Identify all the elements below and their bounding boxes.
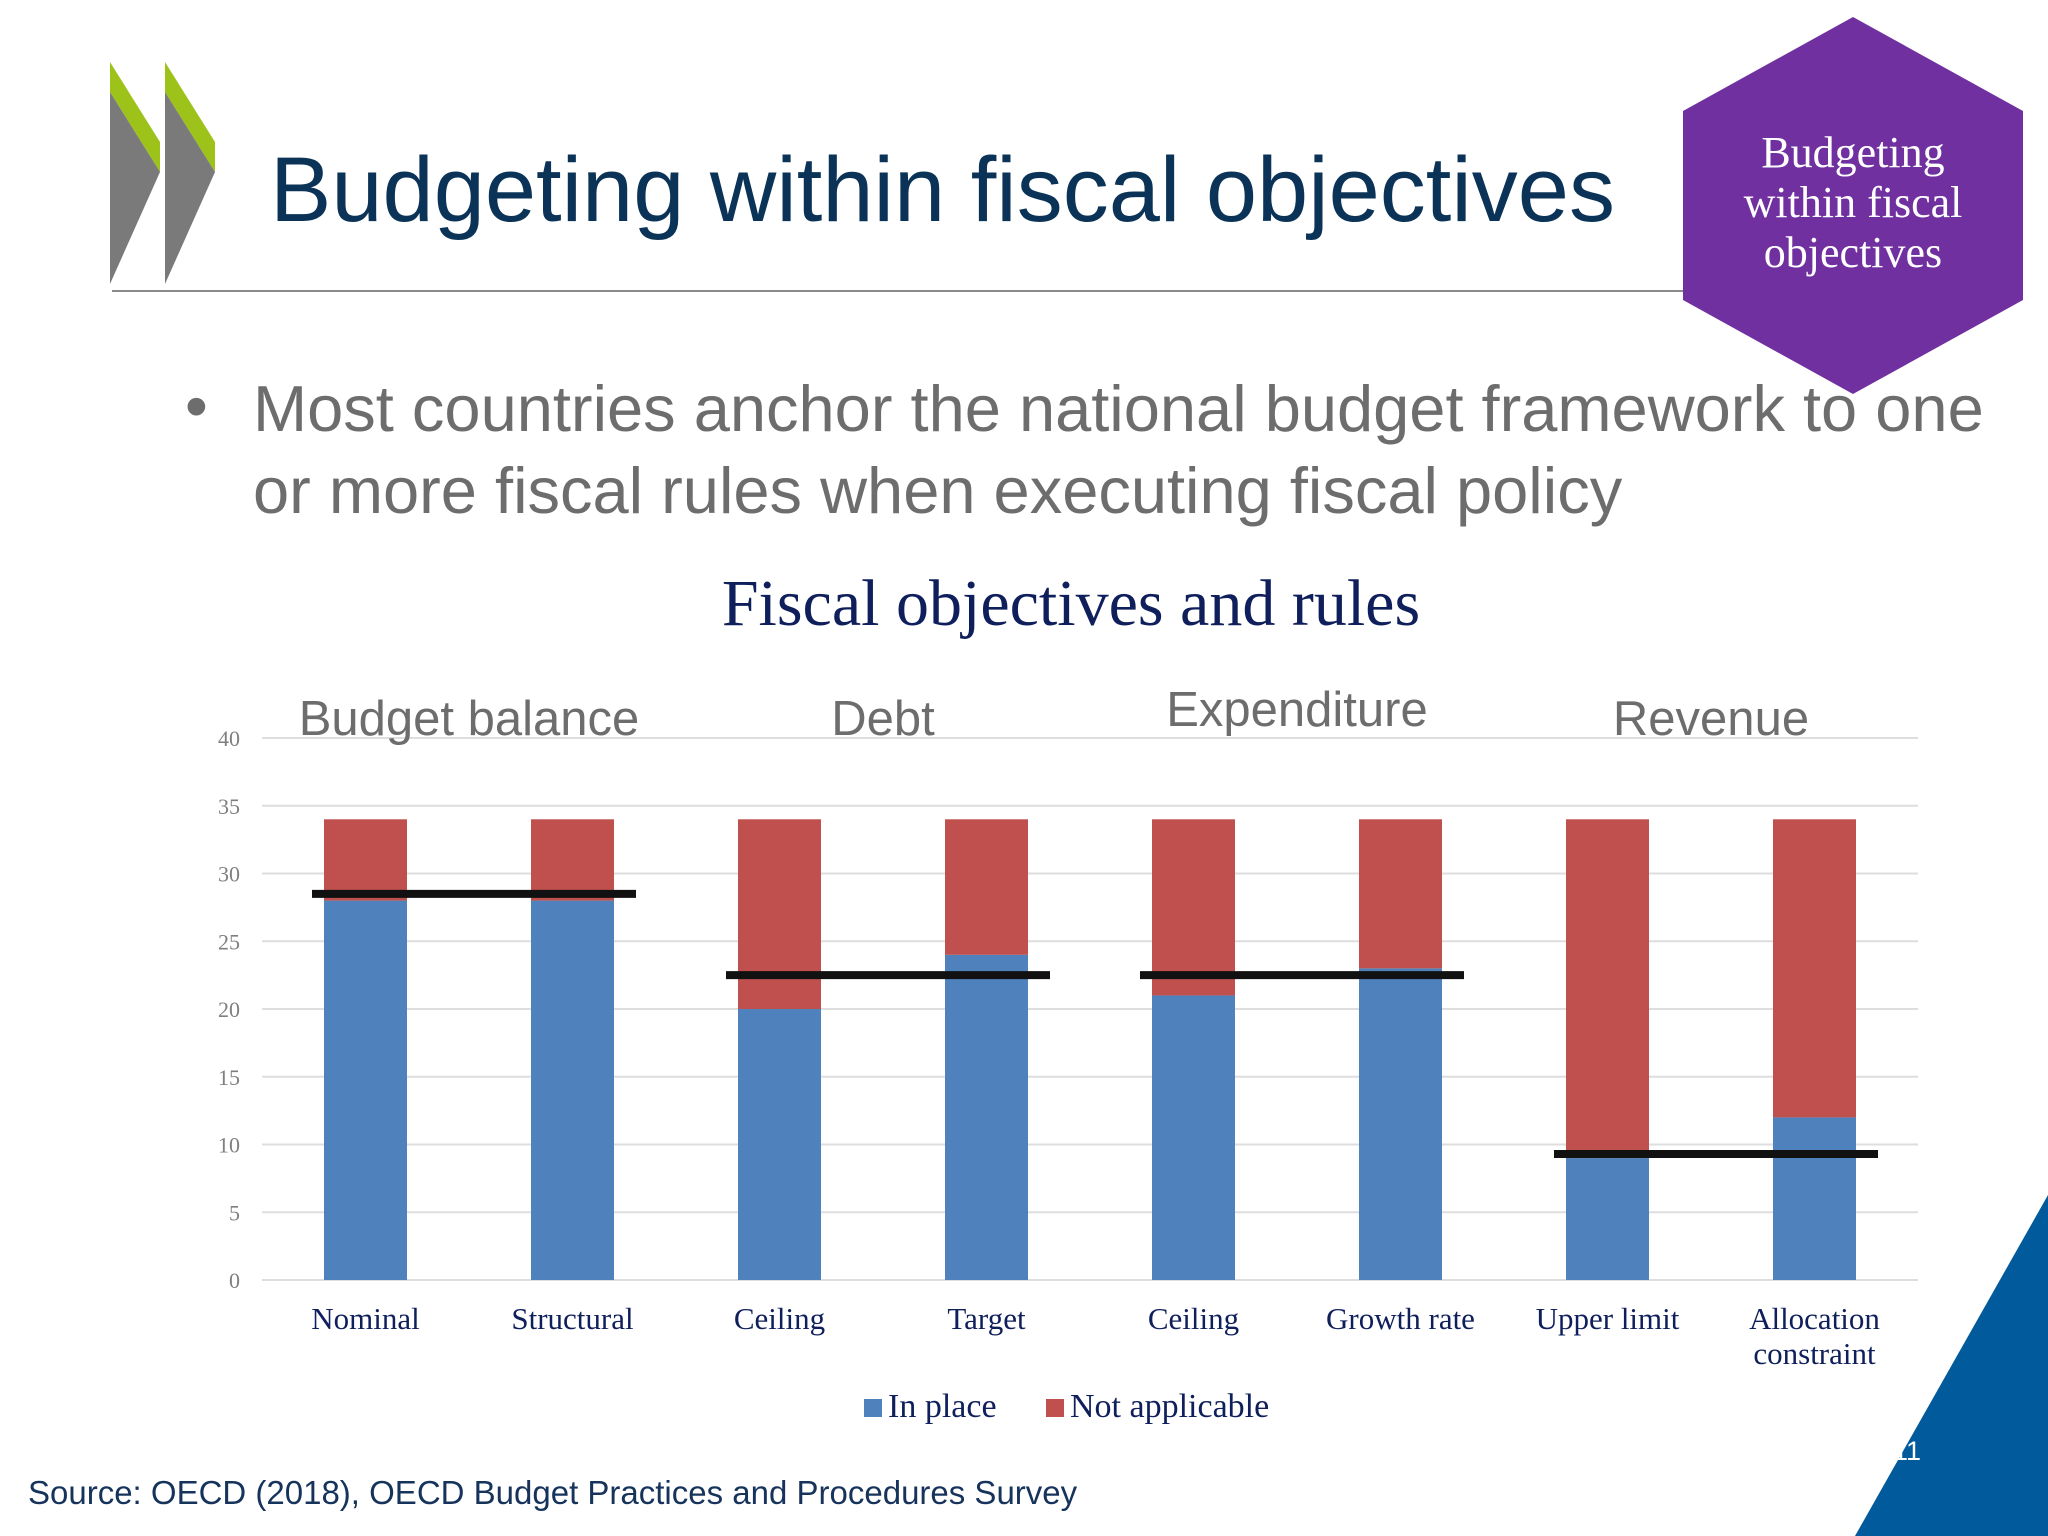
bullet-text: Most countries anchor the national budge… — [253, 372, 1984, 527]
bar-not-applicable — [1773, 819, 1856, 1118]
group-label: Debt — [831, 692, 935, 746]
bar-in-place — [1566, 1158, 1649, 1280]
logo-chevron-grey-right — [165, 92, 215, 284]
y-tick-label: 25 — [218, 929, 240, 954]
slide-title: Budgeting within fiscal objectives — [270, 139, 1615, 241]
section-badge-label: Budgeting within fiscal objectives — [1743, 128, 1963, 277]
x-category-label: Target — [947, 1301, 1026, 1336]
x-category-label: Nominal — [311, 1301, 420, 1336]
y-tick-label: 10 — [218, 1133, 240, 1158]
oecd-logo — [110, 62, 215, 284]
y-tick-label: 0 — [229, 1268, 240, 1293]
legend-label-not-applicable: Not applicable — [1070, 1388, 1269, 1425]
x-category-label: Structural — [511, 1301, 633, 1336]
source-note: Source: OECD (2018), OECD Budget Practic… — [28, 1474, 1078, 1511]
x-category-label: Ceiling — [734, 1301, 825, 1336]
y-tick-label: 35 — [218, 794, 240, 819]
x-category-label: Ceiling — [1148, 1301, 1239, 1336]
bar-not-applicable — [324, 819, 407, 901]
group-label: Revenue — [1613, 692, 1809, 746]
logo-chevron-green-right — [165, 62, 215, 172]
bar-not-applicable — [945, 819, 1028, 955]
y-tick-label: 5 — [229, 1200, 240, 1225]
bar-in-place — [1152, 995, 1235, 1280]
y-tick-label: 40 — [218, 726, 240, 751]
section-hexagon-badge — [1683, 17, 2023, 394]
logo-chevron-green-left — [110, 62, 160, 172]
logo-chevron-grey-left — [110, 92, 160, 284]
group-label: Expenditure — [1166, 683, 1428, 737]
page-number: 11 — [1893, 1436, 1922, 1466]
x-category-label: Upper limit — [1536, 1301, 1680, 1336]
x-category-label: Growth rate — [1326, 1301, 1475, 1336]
bar-in-place — [324, 900, 407, 1280]
x-category-label: Allocation — [1749, 1301, 1880, 1336]
bar-not-applicable — [1566, 819, 1649, 1159]
y-tick-label: 20 — [218, 997, 240, 1022]
bar-in-place — [945, 954, 1028, 1280]
bullet-marker: • — [185, 369, 208, 442]
legend-swatch-in-place — [864, 1399, 882, 1417]
x-category-label: constraint — [1753, 1336, 1876, 1371]
legend-swatch-not-applicable — [1046, 1399, 1064, 1417]
bar-not-applicable — [531, 819, 614, 901]
title-divider — [112, 290, 1687, 292]
bar-in-place — [738, 1009, 821, 1280]
bar-in-place — [1359, 968, 1442, 1280]
legend-label-in-place: In place — [888, 1388, 997, 1425]
bar-not-applicable — [1359, 819, 1442, 969]
chart-title: Fiscal objectives and rules — [722, 567, 1420, 640]
bar-in-place — [1773, 1117, 1856, 1280]
y-tick-label: 15 — [218, 1065, 240, 1090]
bar-not-applicable — [1152, 819, 1235, 996]
y-tick-label: 30 — [218, 862, 240, 887]
group-label: Budget balance — [299, 692, 640, 746]
bar-in-place — [531, 900, 614, 1280]
bar-not-applicable — [738, 819, 821, 1009]
